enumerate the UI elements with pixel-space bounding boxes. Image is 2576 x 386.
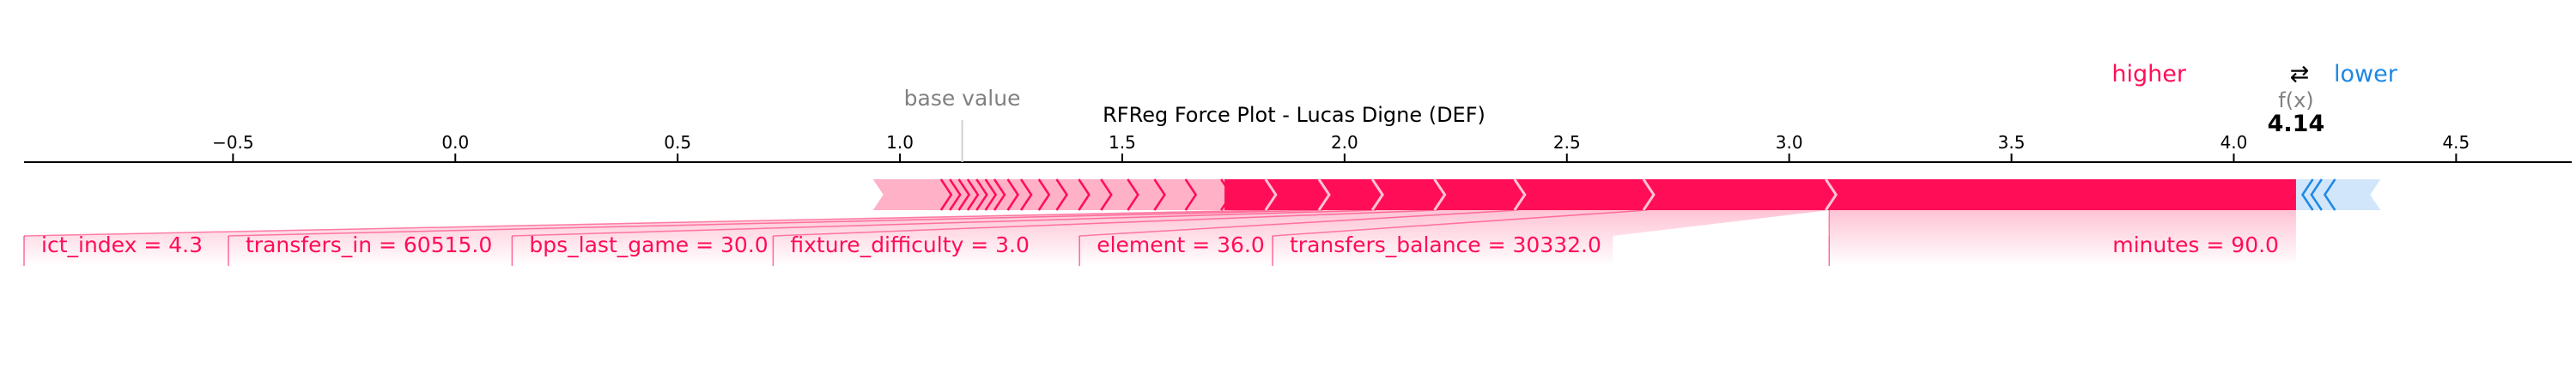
x-tick-label: 3.0 — [1776, 132, 1803, 153]
legend-higher-label: higher — [2111, 61, 2186, 87]
small-feature-separator — [1037, 178, 1051, 211]
feature-separator — [1370, 178, 1384, 211]
feature-label: ict_index = 4.3 — [41, 232, 203, 257]
small-feature-separator — [1184, 178, 1198, 211]
small-feature-separator — [1078, 178, 1091, 211]
small-feature-separator — [1153, 178, 1166, 211]
feature-wedge — [1273, 210, 1830, 266]
feature-wedge — [773, 210, 1518, 266]
x-tick-label: 0.0 — [441, 132, 469, 153]
feature-label: element = 36.0 — [1097, 232, 1265, 257]
value-markers: base value f(x)4.14 — [904, 86, 2325, 162]
feature-connector — [512, 209, 1376, 237]
feature-separator — [1264, 178, 1278, 211]
feature-label: transfers_in = 60515.0 — [246, 232, 492, 257]
feature-connector — [773, 209, 1438, 237]
small-feature-separator — [1127, 178, 1139, 211]
x-tick-label: 3.5 — [1998, 132, 2026, 153]
small-feature-separator — [966, 178, 980, 211]
fx-label: f(x) — [2278, 88, 2313, 112]
feature-separators — [939, 178, 2336, 211]
small-feature-separator — [1055, 178, 1068, 211]
small-feature-separator — [984, 178, 998, 211]
feature-separator — [1433, 178, 1447, 211]
small-feature-separator — [1220, 178, 1233, 211]
small-feature-separator — [993, 178, 1006, 211]
small-feature-separator — [949, 178, 962, 211]
fx-value: 4.14 — [2268, 111, 2325, 137]
legend-lower-label: lower — [2334, 61, 2398, 87]
x-tick-label: 0.5 — [664, 132, 691, 153]
base-value-label: base value — [904, 86, 1021, 111]
feature-separator — [1317, 178, 1331, 211]
feature-labels: ict_index = 4.3 transfers_in = 60515.0 bps… — [41, 232, 2279, 257]
negative-feature-separator — [2310, 178, 2323, 211]
chart-title: RFReg Force Plot - Lucas Digne (DEF) — [1103, 103, 1485, 127]
x-tick-label: 2.0 — [1331, 132, 1358, 153]
x-tick-label: 1.0 — [886, 132, 914, 153]
feature-label: transfers_balance = 30332.0 — [1290, 232, 1601, 257]
feature-connector — [1079, 209, 1518, 237]
small-feature-separator — [939, 178, 953, 211]
feature-connector — [23, 209, 1269, 237]
small-feature-separator — [957, 178, 971, 211]
feature-wedge — [1079, 210, 1647, 266]
feature-wedge — [228, 210, 1376, 266]
feature-wedge — [1829, 210, 2296, 266]
small-feature-separator — [975, 178, 988, 211]
negative-feature-separator — [2300, 178, 2314, 211]
feature-wedge — [512, 210, 1438, 266]
x-tick-label: 2.5 — [1553, 132, 1581, 153]
feature-label: minutes = 90.0 — [2112, 232, 2279, 257]
small-feature-separator — [1100, 178, 1113, 211]
feature-separator — [1825, 178, 1838, 211]
x-tick-label: −0.5 — [212, 132, 254, 153]
force-bars — [873, 179, 2381, 210]
feature-label: bps_last_game = 30.0 — [529, 232, 768, 257]
x-tick-label: 4.5 — [2442, 132, 2470, 153]
feature-wedge — [24, 210, 1322, 266]
feature-wedges — [23, 209, 2296, 266]
feature-label: fixture_difficulty = 3.0 — [790, 232, 1030, 257]
x-tick-label: 1.5 — [1109, 132, 1136, 153]
small-feature-separator — [1006, 178, 1020, 211]
feature-connector — [1272, 209, 1648, 237]
positive-bar — [873, 179, 2296, 210]
feature-separator — [1513, 178, 1527, 211]
legend-arrows-icon: ⇄ — [2290, 61, 2310, 87]
x-axis: −0.5 0.0 0.5 1.0 1.5 2.0 2.5 3.0 3.5 4.0 4.5 — [24, 132, 2572, 163]
negative-feature-separator — [2323, 178, 2336, 211]
feature-separator — [1642, 178, 1656, 211]
small-feature-separator — [1020, 178, 1033, 211]
x-tick-label: 4.0 — [2221, 132, 2248, 153]
feature-connector — [228, 209, 1322, 237]
